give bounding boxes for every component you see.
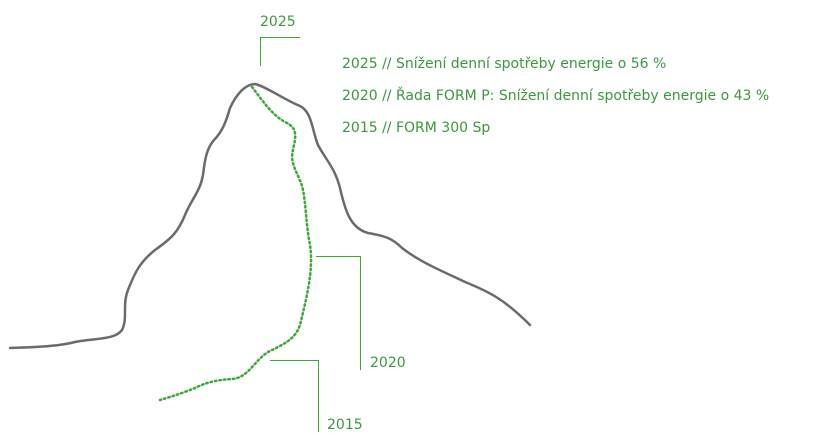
illustration: 2025 2020 2015 2025 // Snížení denní spo… — [0, 0, 840, 433]
note: 2015 // FORM 300 Sp — [342, 120, 490, 136]
note: 2025 // Snížení denní spotřeby energie o… — [342, 56, 666, 72]
milestone-year: 2025 — [260, 14, 296, 30]
bracket-2015 — [270, 361, 319, 433]
bracket-2025 — [261, 38, 301, 67]
progress-path — [160, 87, 311, 400]
milestone-year: 2015 — [327, 417, 363, 433]
bracket-2020 — [316, 257, 361, 371]
note: 2020 // Řada FORM P: Snížení denní spotř… — [342, 87, 769, 104]
page: 2025 2020 2015 2025 // Snížení denní spo… — [0, 0, 840, 433]
milestone-year: 2020 — [370, 355, 406, 371]
